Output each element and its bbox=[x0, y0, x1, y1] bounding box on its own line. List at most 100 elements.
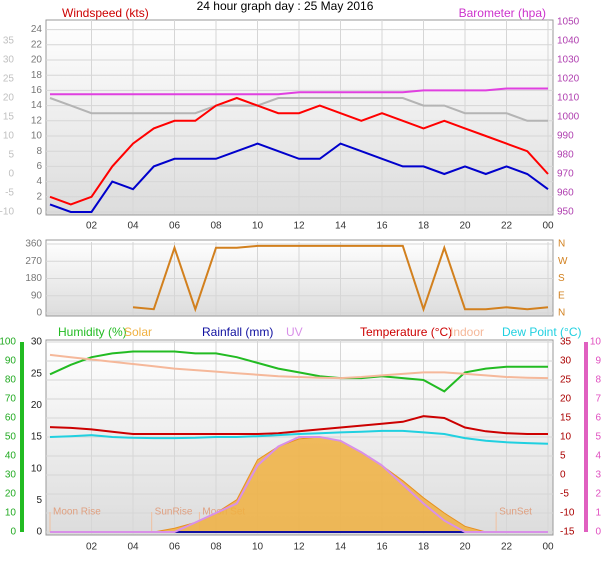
legend-entry: Indoor bbox=[450, 325, 484, 339]
tick-label: 20 bbox=[31, 400, 43, 411]
y-axis-label: Windspeed (kts) bbox=[62, 6, 149, 20]
tick-label: 990 bbox=[557, 131, 574, 142]
tick-label: 12 bbox=[31, 115, 43, 126]
y2-axis-label: Barometer (hpa) bbox=[459, 6, 546, 20]
tick-label: 50 bbox=[5, 432, 17, 443]
tick-label: 3 bbox=[595, 470, 601, 481]
tick-label: 950 bbox=[557, 207, 574, 218]
tick-label: N bbox=[558, 308, 565, 319]
annotation-label: SunSet bbox=[499, 507, 532, 518]
tick-label: -5 bbox=[560, 489, 569, 500]
x-tick-label: 18 bbox=[418, 542, 430, 553]
tick-label: 15 bbox=[560, 413, 572, 424]
tick-label: 1030 bbox=[557, 55, 580, 66]
tick-label: 5 bbox=[36, 495, 42, 506]
legend-entry: Rainfall (mm) bbox=[202, 325, 273, 339]
tick-label: 10 bbox=[31, 131, 43, 142]
tick-label: 20 bbox=[31, 55, 43, 66]
x-tick-label: 06 bbox=[169, 221, 181, 232]
tick-label: 15 bbox=[31, 432, 43, 443]
tick-label: 22 bbox=[31, 39, 43, 50]
tick-label: 10 bbox=[3, 131, 15, 142]
x-tick-label: 12 bbox=[293, 221, 305, 232]
tick-label: 2 bbox=[595, 489, 601, 500]
x-tick-label: 02 bbox=[86, 221, 98, 232]
tick-label: 0 bbox=[36, 527, 42, 538]
series-line bbox=[50, 436, 548, 533]
tick-label: 7 bbox=[595, 394, 601, 405]
tick-label: -5 bbox=[5, 188, 14, 199]
tick-label: 6 bbox=[36, 161, 42, 172]
x-tick-label: 16 bbox=[376, 542, 388, 553]
tick-label: 40 bbox=[5, 451, 17, 462]
legend-entry: Temperature (°C) bbox=[360, 325, 452, 339]
x-tick-label: 00 bbox=[542, 542, 554, 553]
tick-label: 60 bbox=[5, 413, 17, 424]
x-tick-label: 08 bbox=[210, 542, 222, 553]
tick-label: 9 bbox=[595, 356, 601, 367]
tick-label: 35 bbox=[3, 36, 15, 47]
humidity-axis-bar bbox=[20, 342, 24, 532]
series-line bbox=[49, 429, 549, 445]
tick-label: 8 bbox=[36, 146, 42, 157]
annotation-label: Moon Rise bbox=[53, 507, 101, 518]
tick-label: 24 bbox=[31, 24, 43, 35]
tick-label: 15 bbox=[3, 112, 15, 123]
legend-entry: UV bbox=[286, 325, 303, 339]
tick-label: W bbox=[558, 256, 568, 267]
tick-label: 30 bbox=[5, 470, 17, 481]
tick-label: 10 bbox=[590, 337, 602, 348]
tick-label: 20 bbox=[3, 93, 15, 104]
x-tick-label: 22 bbox=[501, 542, 513, 553]
tick-label: 16 bbox=[31, 85, 43, 96]
tick-label: 2 bbox=[36, 191, 42, 202]
tick-label: 35 bbox=[560, 337, 572, 348]
series-line bbox=[132, 244, 549, 313]
tick-label: 5 bbox=[595, 432, 601, 443]
tick-label: S bbox=[558, 273, 565, 284]
x-tick-label: 10 bbox=[252, 221, 264, 232]
series-line bbox=[49, 350, 548, 393]
x-tick-label: 18 bbox=[418, 221, 430, 232]
legend-entry: Humidity (%) bbox=[58, 325, 127, 339]
series-line bbox=[49, 353, 549, 380]
tick-label: N bbox=[558, 239, 565, 250]
tick-label: 0 bbox=[8, 169, 14, 180]
series-line bbox=[49, 415, 548, 435]
tick-label: 8 bbox=[595, 375, 601, 386]
tick-label: 1020 bbox=[557, 74, 580, 85]
tick-label: 970 bbox=[557, 169, 574, 180]
tick-label: -10 bbox=[560, 508, 575, 519]
tick-label: 10 bbox=[560, 432, 572, 443]
x-tick-label: 14 bbox=[335, 221, 347, 232]
tick-label: 25 bbox=[3, 74, 15, 85]
x-tick-label: 00 bbox=[542, 221, 554, 232]
x-tick-label: 04 bbox=[127, 542, 139, 553]
tick-label: 0 bbox=[560, 470, 566, 481]
tick-label: -15 bbox=[560, 527, 575, 538]
tick-label: -10 bbox=[0, 207, 14, 218]
tick-label: 90 bbox=[5, 356, 17, 367]
tick-label: 10 bbox=[31, 463, 43, 474]
tick-label: 6 bbox=[595, 413, 601, 424]
x-tick-label: 14 bbox=[335, 542, 347, 553]
series-line bbox=[49, 142, 549, 213]
tick-label: 30 bbox=[560, 356, 572, 367]
annotation-label: SunRise bbox=[155, 507, 193, 518]
x-tick-label: 20 bbox=[459, 542, 471, 553]
tick-label: 20 bbox=[5, 489, 17, 500]
tick-label: 960 bbox=[557, 188, 574, 199]
tick-label: 18 bbox=[31, 70, 43, 81]
tick-label: 0 bbox=[595, 527, 601, 538]
x-tick-label: 10 bbox=[252, 542, 264, 553]
series-line bbox=[50, 87, 548, 96]
tick-label: 0 bbox=[36, 308, 42, 319]
tick-label: 360 bbox=[25, 239, 42, 250]
tick-label: 30 bbox=[3, 55, 15, 66]
tick-label: 25 bbox=[560, 375, 572, 386]
series-line bbox=[49, 97, 548, 122]
tick-label: 4 bbox=[595, 451, 601, 462]
tick-label: 10 bbox=[5, 508, 17, 519]
uv-axis-bar bbox=[584, 342, 588, 532]
